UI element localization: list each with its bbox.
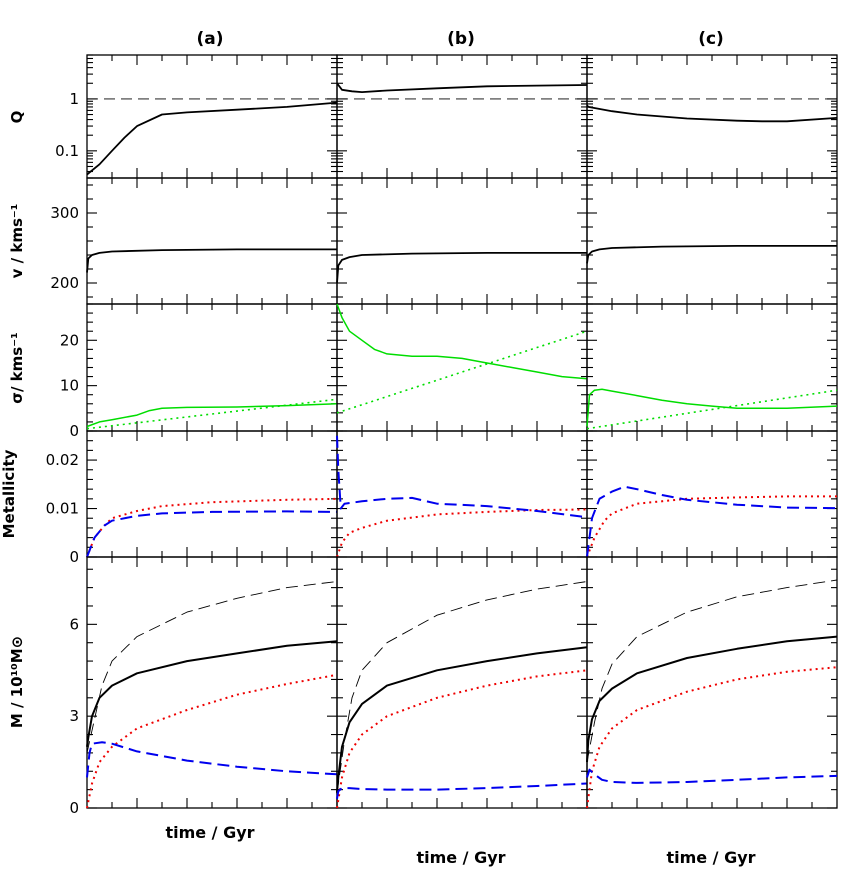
panel-mass-2 xyxy=(586,556,838,809)
column-label-c: (c) xyxy=(698,29,724,49)
series-line xyxy=(586,244,837,264)
series-line xyxy=(336,82,588,93)
y-tick-label: 0.02 xyxy=(46,451,79,469)
series-sigma-solid xyxy=(86,403,338,428)
ylabel-v: v / kms⁻¹ xyxy=(8,204,26,279)
column-labels: (a) (b) (c) xyxy=(196,29,723,49)
y-axis-labels: Q v / kms⁻¹ σ/ kms⁻¹ Metallicity M / 10¹… xyxy=(0,111,26,729)
panel-frame xyxy=(586,303,838,432)
panel-frame xyxy=(86,303,338,432)
ylabel-mass: M / 10¹⁰M⊙ xyxy=(8,636,26,728)
panel-v-0: 200 300 xyxy=(50,177,338,305)
series-mass-dotted xyxy=(86,673,338,809)
series-mass-solid xyxy=(86,640,338,747)
y-tick-label: 0.1 xyxy=(55,142,79,160)
panel-metallicity-0: 0 0.01 0.02 xyxy=(46,430,338,566)
series-line xyxy=(86,101,338,176)
panel-frame xyxy=(336,556,588,809)
series-metallicity-dashed xyxy=(336,435,588,519)
series-mass-thin-dashed xyxy=(86,581,338,753)
y-tick-label: 3 xyxy=(69,707,79,725)
y-tick-label: 0.01 xyxy=(46,500,79,518)
panel-v-1 xyxy=(336,177,588,305)
xlabel-a: time / Gyr xyxy=(165,823,254,842)
panel-frame xyxy=(86,430,338,558)
y-tick-label: 300 xyxy=(50,204,79,222)
panel-frame xyxy=(86,54,338,179)
y-tick-label: 1 xyxy=(69,90,79,108)
x-axis-labels: time / Gyr time / Gyr time / Gyr xyxy=(165,823,755,867)
panel-frame xyxy=(336,177,588,305)
y-tick-label: 0 xyxy=(69,799,79,817)
ylabel-q: Q xyxy=(8,111,26,124)
series-metallicity-dotted xyxy=(586,495,837,558)
series-sigma-solid xyxy=(586,388,838,427)
series-mass-solid xyxy=(586,635,838,763)
y-tick-label: 200 xyxy=(50,274,79,292)
panel-v-2 xyxy=(586,177,838,305)
y-tick-label: 0 xyxy=(69,548,79,566)
panel-metallicity-2 xyxy=(586,430,838,558)
series-sigma-dotted xyxy=(336,330,588,414)
panel-mass-0: 0 3 6 xyxy=(69,556,338,817)
series-line xyxy=(586,104,838,123)
panel-sigma-1 xyxy=(336,303,588,432)
panel-frame xyxy=(86,556,338,809)
xlabel-b: time / Gyr xyxy=(416,848,505,867)
series-mass-dashed xyxy=(336,782,588,799)
panel-Q-0: 0.11 xyxy=(55,54,338,179)
panel-sigma-2 xyxy=(586,303,838,432)
y-tick-label: 6 xyxy=(69,615,79,633)
column-label-a: (a) xyxy=(196,29,223,49)
panel-frame xyxy=(336,430,588,558)
series-sigma-dotted xyxy=(86,398,338,430)
panel-frame xyxy=(586,430,838,558)
series-mass-dotted xyxy=(336,669,588,809)
panel-sigma-0: 0 10 20 xyxy=(60,303,338,440)
ylabel-sigma: σ/ kms⁻¹ xyxy=(8,332,26,403)
series-mass-thin-dashed xyxy=(586,579,838,763)
panel-mass-1 xyxy=(336,556,588,809)
panel-frame xyxy=(336,54,588,179)
series-mass-dashed xyxy=(86,741,338,778)
y-tick-label: 0 xyxy=(69,422,79,440)
series-mass-dashed xyxy=(586,768,838,784)
y-tick-label: 20 xyxy=(60,331,79,349)
series-sigma-solid xyxy=(336,303,588,380)
panel-Q-2 xyxy=(586,54,838,179)
column-label-b: (b) xyxy=(447,29,475,49)
xlabel-c: time / Gyr xyxy=(666,848,755,867)
series-metallicity-dashed xyxy=(586,485,838,558)
ylabel-metallicity: Metallicity xyxy=(0,449,18,538)
series-mass-solid xyxy=(336,646,588,793)
series-metallicity-dashed xyxy=(86,510,338,558)
series-line xyxy=(336,251,587,284)
series-mass-dotted xyxy=(586,666,838,809)
y-tick-label: 10 xyxy=(60,377,79,395)
series-metallicity-dotted xyxy=(336,508,588,558)
panel-Q-1 xyxy=(336,54,588,179)
series-mass-thin-dashed xyxy=(336,581,588,793)
panel-frame xyxy=(86,177,338,305)
panel-frame xyxy=(586,556,838,809)
series-line xyxy=(86,248,337,273)
series-metallicity-dotted xyxy=(86,497,338,558)
panel-frame xyxy=(336,303,588,432)
series-sigma-dotted xyxy=(586,389,838,430)
panel-frame xyxy=(586,177,838,305)
panel-frame xyxy=(586,54,838,179)
panel-metallicity-1 xyxy=(336,430,588,558)
